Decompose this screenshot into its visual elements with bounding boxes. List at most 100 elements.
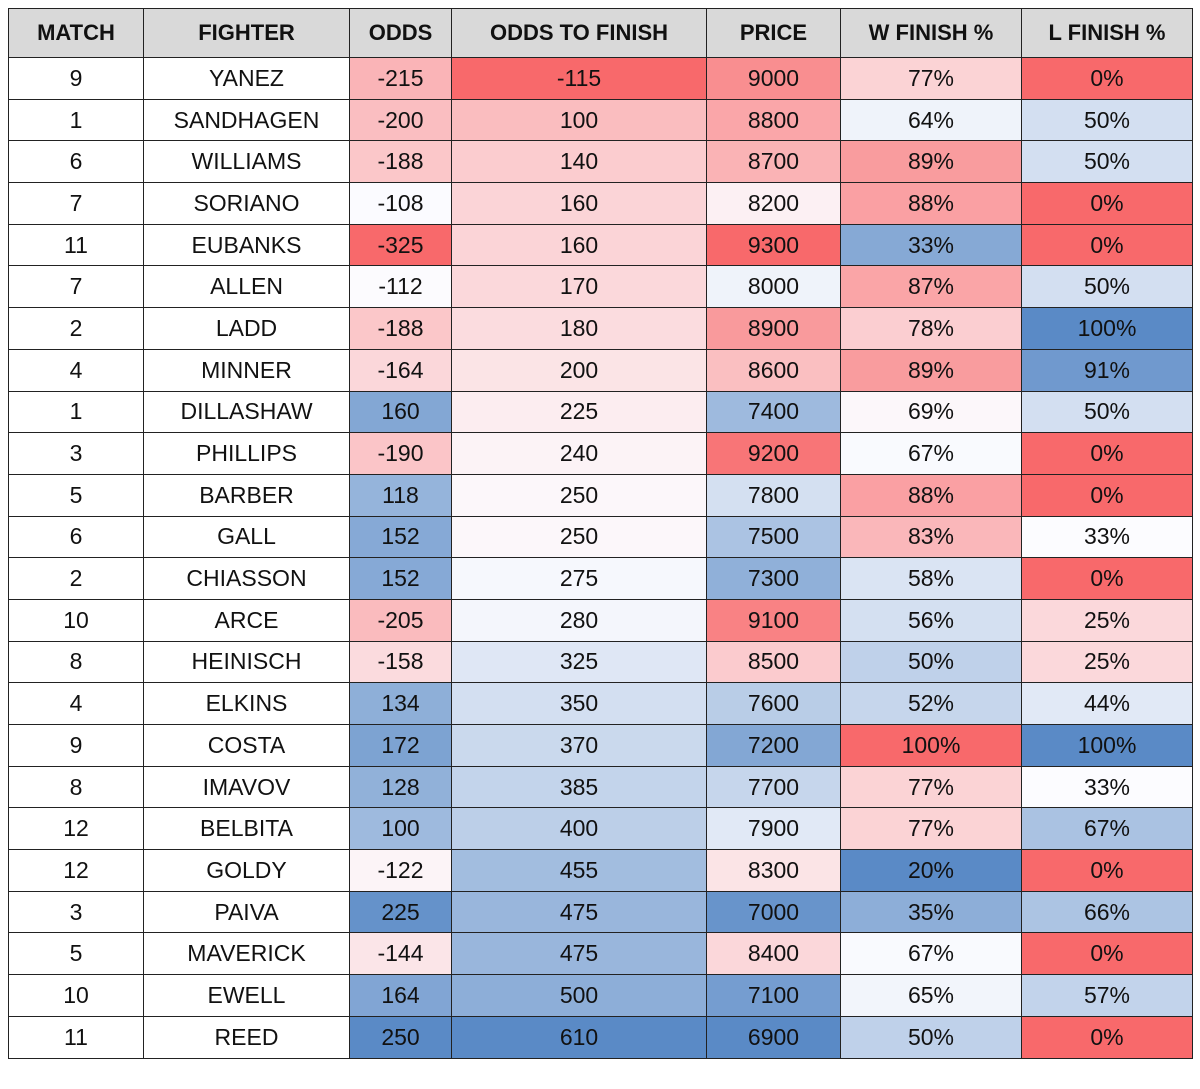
table-cell: 9: [8, 724, 144, 767]
table-cell: 118: [349, 473, 452, 517]
column-header: ODDS: [349, 8, 452, 58]
table-cell: 3: [8, 890, 144, 934]
table-cell: 12: [8, 807, 144, 851]
table-cell: 3: [8, 432, 144, 475]
table-cell: 8600: [706, 348, 841, 392]
table-cell: -158: [349, 640, 452, 684]
table-cell: 57%: [1021, 974, 1193, 1017]
table-cell: BELBITA: [143, 807, 350, 851]
table-cell: 0%: [1021, 57, 1193, 100]
table-cell: -122: [349, 849, 452, 892]
table-row: 5 BARBER 118 250 7800 88% 0%: [8, 473, 1193, 517]
table-cell: 455: [451, 849, 707, 892]
table-cell: -115: [451, 57, 707, 100]
table-cell: 64%: [840, 98, 1022, 142]
column-header: MATCH: [8, 8, 144, 58]
table-cell: 2: [8, 307, 144, 350]
table-row: 4 ELKINS 134 350 7600 52% 44%: [8, 682, 1193, 725]
table-cell: 250: [349, 1015, 452, 1059]
table-cell: 6: [8, 140, 144, 184]
table-row: 6 WILLIAMS -188 140 8700 89% 50%: [8, 140, 1193, 184]
table-cell: 77%: [840, 807, 1022, 851]
table-cell: 1: [8, 98, 144, 142]
table-cell: 89%: [840, 140, 1022, 184]
table-cell: 400: [451, 807, 707, 851]
table-row: 10 EWELL 164 500 7100 65% 57%: [8, 974, 1193, 1017]
table-cell: 1: [8, 390, 144, 434]
table-cell: ARCE: [143, 598, 350, 642]
table-row: 11 EUBANKS -325 160 9300 33% 0%: [8, 223, 1193, 267]
table-row: 2 CHIASSON 152 275 7300 58% 0%: [8, 557, 1193, 600]
table-cell: 44%: [1021, 682, 1193, 725]
table-cell: 12: [8, 849, 144, 892]
table-cell: 88%: [840, 473, 1022, 517]
table-cell: SANDHAGEN: [143, 98, 350, 142]
table-cell: PHILLIPS: [143, 432, 350, 475]
table-cell: 250: [451, 473, 707, 517]
table-cell: 11: [8, 223, 144, 267]
table-cell: MINNER: [143, 348, 350, 392]
column-header: FIGHTER: [143, 8, 350, 58]
table-cell: 180: [451, 307, 707, 350]
table-cell: ALLEN: [143, 265, 350, 309]
table-row: 7 ALLEN -112 170 8000 87% 50%: [8, 265, 1193, 309]
table-cell: 170: [451, 265, 707, 309]
table-cell: 160: [349, 390, 452, 434]
table-cell: 7700: [706, 765, 841, 809]
table-cell: COSTA: [143, 724, 350, 767]
table-cell: 100%: [840, 724, 1022, 767]
table-cell: 25%: [1021, 598, 1193, 642]
table-cell: 66%: [1021, 890, 1193, 934]
table-cell: -108: [349, 182, 452, 225]
table-cell: ELKINS: [143, 682, 350, 725]
table-cell: 9200: [706, 432, 841, 475]
table-cell: 7500: [706, 515, 841, 559]
table-cell: -144: [349, 932, 452, 976]
table-cell: 50%: [1021, 265, 1193, 309]
column-header: L FINISH %: [1021, 8, 1193, 58]
table-cell: MAVERICK: [143, 932, 350, 976]
table-cell: 9300: [706, 223, 841, 267]
table-cell: 8400: [706, 932, 841, 976]
table-cell: 65%: [840, 974, 1022, 1017]
table-cell: 8700: [706, 140, 841, 184]
table-cell: 7900: [706, 807, 841, 851]
table-row: 2 LADD -188 180 8900 78% 100%: [8, 307, 1193, 350]
table-cell: 9: [8, 57, 144, 100]
table-cell: EUBANKS: [143, 223, 350, 267]
table-cell: 9000: [706, 57, 841, 100]
table-row: 11 REED 250 610 6900 50% 0%: [8, 1015, 1193, 1059]
table-cell: 77%: [840, 57, 1022, 100]
table-cell: DILLASHAW: [143, 390, 350, 434]
table-cell: SORIANO: [143, 182, 350, 225]
table-cell: 0%: [1021, 557, 1193, 600]
table-cell: 160: [451, 223, 707, 267]
table-cell: CHIASSON: [143, 557, 350, 600]
table-cell: 0%: [1021, 432, 1193, 475]
table-cell: 50%: [1021, 390, 1193, 434]
table-row: 3 PHILLIPS -190 240 9200 67% 0%: [8, 432, 1193, 475]
table-cell: 50%: [840, 640, 1022, 684]
table-row: 5 MAVERICK -144 475 8400 67% 0%: [8, 932, 1193, 976]
odds-table: MATCH FIGHTER ODDS ODDS TO FINISH PRICE W FIN…: [8, 8, 1193, 1059]
table-cell: 7200: [706, 724, 841, 767]
table-cell: 140: [451, 140, 707, 184]
table-cell: 475: [451, 890, 707, 934]
table-cell: GALL: [143, 515, 350, 559]
table-cell: 83%: [840, 515, 1022, 559]
table-cell: -205: [349, 598, 452, 642]
table-cell: REED: [143, 1015, 350, 1059]
table-cell: 152: [349, 557, 452, 600]
table-cell: 91%: [1021, 348, 1193, 392]
table-header: MATCH FIGHTER ODDS ODDS TO FINISH PRICE W FIN…: [8, 8, 1193, 58]
table-cell: -164: [349, 348, 452, 392]
table-cell: IMAVOV: [143, 765, 350, 809]
table-row: 10 ARCE -205 280 9100 56% 25%: [8, 598, 1193, 642]
table-cell: 25%: [1021, 640, 1193, 684]
table-cell: 160: [451, 182, 707, 225]
table-cell: 50%: [1021, 98, 1193, 142]
table-cell: 9100: [706, 598, 841, 642]
table-cell: 50%: [840, 1015, 1022, 1059]
table-cell: 250: [451, 515, 707, 559]
